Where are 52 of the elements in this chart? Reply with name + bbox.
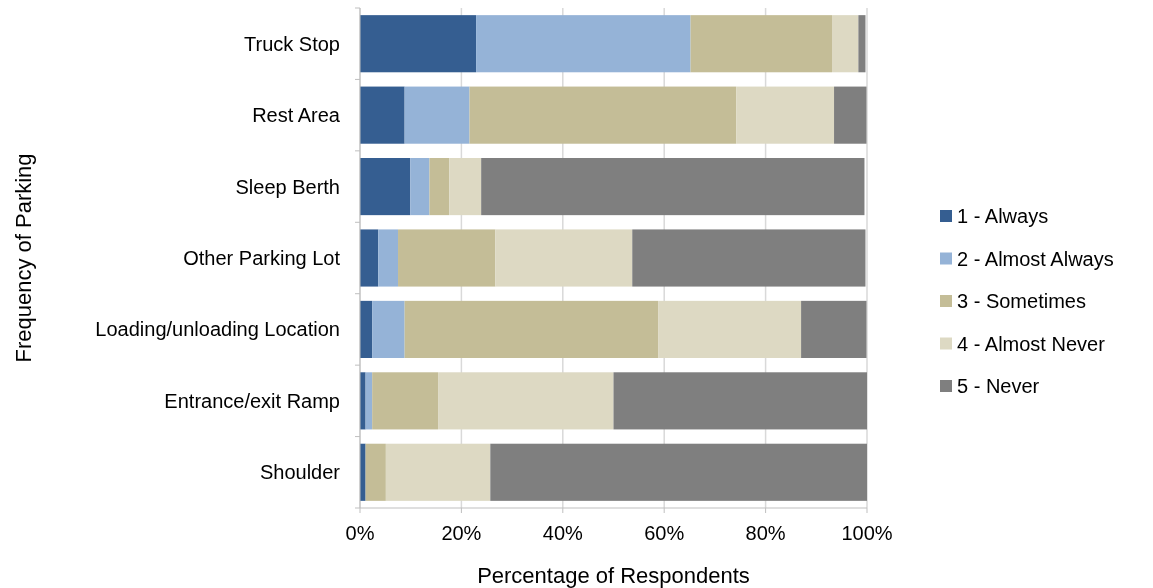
bar xyxy=(613,372,867,430)
bar xyxy=(360,15,477,73)
legend-label: 5 - Never xyxy=(957,375,1040,397)
bar xyxy=(360,158,411,216)
bar xyxy=(372,300,405,358)
legend-label: 2 - Almost Always xyxy=(957,247,1114,270)
legend-label: 4 - Almost Never xyxy=(957,332,1106,355)
bar xyxy=(398,229,496,287)
bar xyxy=(378,229,399,287)
bar xyxy=(736,86,835,144)
bar xyxy=(476,15,691,73)
bar xyxy=(481,158,865,216)
legend-label: 3 - Sometimes xyxy=(957,290,1086,312)
bar xyxy=(690,15,833,73)
x-tick-label: 40% xyxy=(542,522,584,544)
bar xyxy=(801,300,867,358)
bar xyxy=(429,158,450,216)
bar xyxy=(632,229,866,287)
bar xyxy=(404,300,659,358)
bar xyxy=(490,443,867,501)
y-tick-label: Truck Stop xyxy=(244,32,340,55)
y-tick-label: Shoulder xyxy=(259,461,341,484)
y-tick-label: Other Parking Lot xyxy=(183,247,341,269)
bar xyxy=(365,443,386,501)
bar xyxy=(404,86,470,144)
bar xyxy=(449,158,482,216)
bar xyxy=(495,229,633,287)
bar xyxy=(372,372,439,430)
y-tick-label: Loading/unloading Location xyxy=(95,318,340,341)
bar xyxy=(834,86,867,144)
bar xyxy=(469,86,737,144)
x-tick-label: 60% xyxy=(644,522,685,544)
bar xyxy=(658,300,802,358)
bar xyxy=(438,372,614,430)
x-tick-label: 0% xyxy=(345,522,375,544)
x-tick-label: 80% xyxy=(745,522,786,544)
bar xyxy=(385,443,491,501)
y-axis-title: Frequency of Parking xyxy=(11,153,36,363)
bar xyxy=(360,229,379,287)
y-tick-label: Sleep Berth xyxy=(235,175,340,198)
legend-label: 1 - Always xyxy=(957,205,1049,227)
bar xyxy=(410,158,430,216)
x-tick-label: 100% xyxy=(841,522,893,544)
bar xyxy=(832,15,859,73)
x-axis-title: Percentage of Respondents xyxy=(477,563,750,588)
y-tick-label: Entrance/exit Ramp xyxy=(164,389,340,412)
bar xyxy=(360,300,373,358)
bar xyxy=(365,372,373,430)
y-tick-label: Rest Area xyxy=(252,104,341,127)
bar xyxy=(858,15,866,73)
bar xyxy=(360,86,405,144)
x-tick-label: 20% xyxy=(441,522,482,544)
